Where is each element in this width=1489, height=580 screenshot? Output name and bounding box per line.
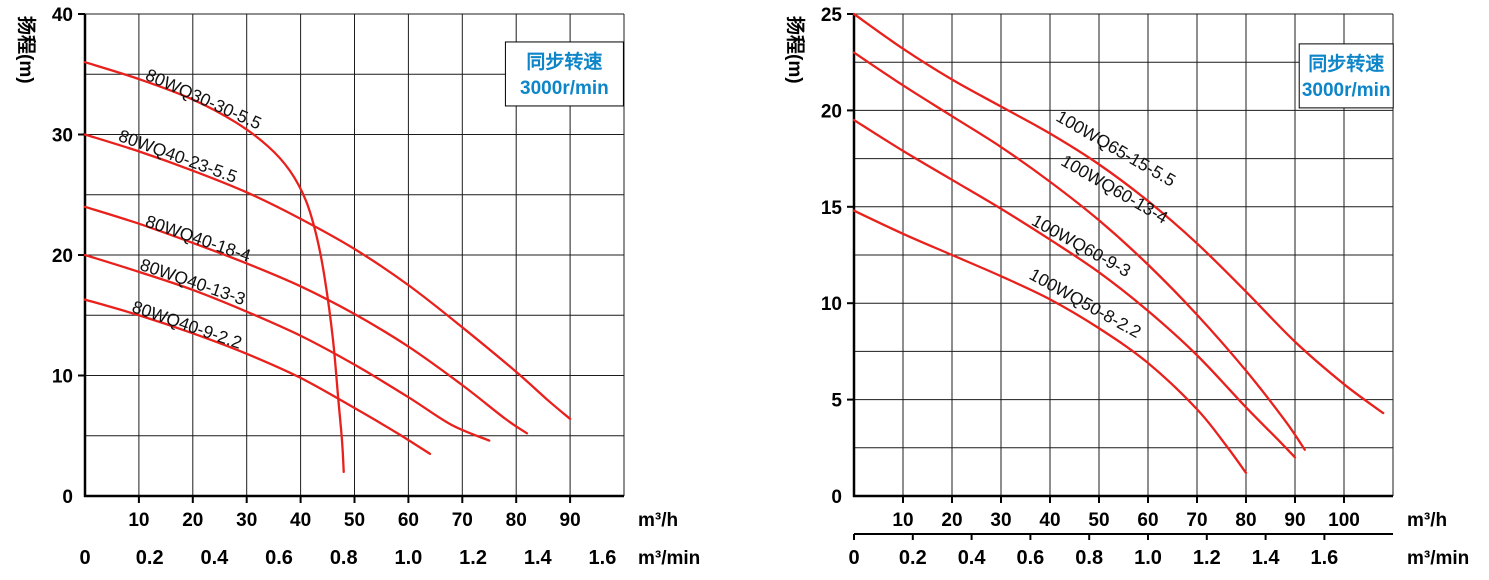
curve-100WQ60-13-4 — [852, 51, 1306, 451]
secondary-tick-label: 0.8 — [330, 547, 358, 569]
secondary-tick-label: 0.4 — [958, 547, 987, 569]
x-tick-label: 10 — [128, 510, 149, 531]
y-tick-label: 10 — [821, 294, 842, 315]
x-tick-label: 20 — [182, 510, 203, 531]
secondary-tick-label: 1.4 — [1252, 547, 1281, 569]
x-tick-label: 70 — [1186, 510, 1207, 531]
secondary-tick-label: 0.4 — [200, 547, 229, 569]
curve-80WQ40-13-3 — [83, 253, 491, 442]
y-tick-label: 30 — [52, 126, 73, 147]
x-tick-label: 100 — [1328, 510, 1360, 531]
x-tick-label: 80 — [1235, 510, 1256, 531]
x-tick-label: 50 — [344, 510, 365, 531]
x-unit-secondary: m³/min — [1407, 548, 1469, 569]
annotation-text: 3000r/min — [1302, 80, 1391, 101]
x-tick-label: 40 — [1039, 510, 1060, 531]
annotation-box — [1298, 43, 1394, 109]
x-tick-label: 60 — [1137, 510, 1158, 531]
annotation-text: 同步转速 — [526, 50, 602, 73]
secondary-tick-label: 1.0 — [1134, 547, 1162, 569]
secondary-tick-label: 0.2 — [899, 547, 927, 569]
x-tick-label: 90 — [1284, 510, 1305, 531]
chart-panel-80wq: 10 20 30 40 50 60 70 80 90 0 10 20 30 40 0 0.2 0.4 0.6 0.8… — [0, 0, 744, 580]
secondary-tick-label: 1.6 — [589, 547, 617, 569]
chart-80wq-svg: 10 20 30 40 50 60 70 80 90 0 10 20 30 40 0 0.2 0.4 0.6 0.8… — [15, 5, 700, 569]
y-tick-label: 20 — [821, 101, 842, 122]
x-tick-label: 70 — [452, 510, 473, 531]
x-tick-label: 60 — [398, 510, 419, 531]
x-tick-label: 20 — [941, 510, 962, 531]
x-tick-label: 30 — [990, 510, 1011, 531]
x-unit-primary: m³/h — [638, 510, 678, 531]
annotation-box — [504, 41, 624, 107]
y-axis-title: 扬程(m) — [15, 16, 38, 84]
x-tick-label: 30 — [236, 510, 257, 531]
y-tick-label: 5 — [831, 391, 842, 412]
x-unit-primary: m³/h — [1407, 510, 1447, 531]
y-tick-label: 10 — [52, 367, 73, 388]
curve-label: 80WQ40-18-4 — [143, 211, 254, 266]
chart-panel-100wq: 10 20 30 40 50 60 70 80 90 100 0 5 10 15 20 25 0 0.2 0.4 0.… — [744, 0, 1489, 580]
y-tick-label: 20 — [52, 246, 73, 267]
secondary-tick-label: 1.2 — [459, 547, 487, 569]
y-tick-label: 25 — [821, 5, 843, 26]
x-tick-label: 90 — [560, 510, 581, 531]
x-tick-label: 10 — [892, 510, 913, 531]
y-tick-label: 0 — [62, 487, 73, 508]
annotation-text: 3000r/min — [520, 78, 609, 99]
y-axis-title: 扬程(m) — [784, 16, 807, 84]
x-tick-label: 50 — [1088, 510, 1109, 531]
secondary-tick-label: 1.2 — [1193, 547, 1221, 569]
chart-100wq-svg: 10 20 30 40 50 60 70 80 90 100 0 5 10 15 20 25 0 0.2 0.4 0.… — [784, 5, 1469, 569]
secondary-tick-label: 1.0 — [394, 547, 422, 569]
x-tick-label: 40 — [290, 510, 311, 531]
curve-80WQ40-18-4 — [83, 205, 529, 435]
secondary-tick-label: 0.2 — [136, 547, 164, 569]
y-tick-label: 0 — [831, 487, 842, 508]
curve-80WQ40-23-5.5 — [83, 133, 572, 421]
secondary-tick-label: 0 — [848, 547, 859, 569]
secondary-tick-label: 0.6 — [1016, 547, 1044, 569]
curve-80WQ40-9-2.2 — [83, 298, 432, 455]
secondary-tick-label: 1.6 — [1310, 547, 1338, 569]
curve-100WQ65-15-5.5 — [852, 12, 1385, 415]
secondary-tick-label: 0.8 — [1075, 547, 1103, 569]
y-tick-label: 40 — [52, 5, 73, 26]
y-tick-label: 15 — [821, 198, 843, 219]
curve-label: 80WQ40-9-2.2 — [130, 297, 245, 353]
secondary-tick-label: 0 — [79, 547, 90, 569]
secondary-tick-label: 1.4 — [524, 547, 553, 569]
curve-100WQ50-8-2.2 — [852, 209, 1248, 475]
x-tick-label: 80 — [506, 510, 527, 531]
secondary-tick-label: 0.6 — [265, 547, 293, 569]
curve-100WQ60-9-3 — [852, 118, 1297, 459]
x-unit-secondary: m³/min — [638, 548, 700, 569]
annotation-text: 同步转速 — [1308, 52, 1384, 75]
